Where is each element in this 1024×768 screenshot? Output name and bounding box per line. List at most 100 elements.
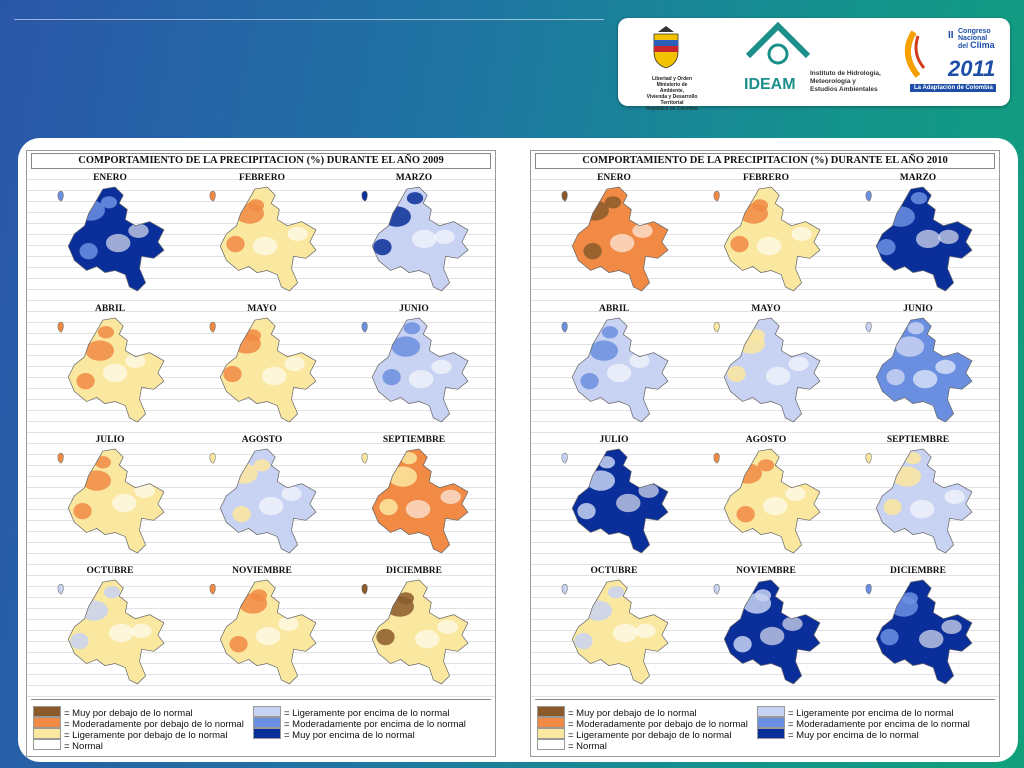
region-blob bbox=[112, 493, 137, 513]
month-map-abril: ABRIL bbox=[539, 304, 689, 432]
region-blob bbox=[754, 589, 772, 602]
legend-swatch bbox=[253, 728, 281, 739]
island-inset bbox=[57, 452, 64, 464]
region-blob bbox=[733, 636, 752, 653]
month-label: MARZO bbox=[395, 173, 433, 183]
region-blob bbox=[440, 489, 461, 505]
island-inset bbox=[865, 190, 872, 202]
legend-swatch bbox=[757, 717, 785, 728]
sheet-title: COMPORTAMIENTO DE LA PRECIPITACION (%) D… bbox=[535, 153, 995, 169]
region-blob bbox=[229, 636, 248, 653]
region-blob bbox=[223, 365, 242, 383]
legend-label: = Muy por encima de lo normal bbox=[788, 730, 919, 741]
island-inset bbox=[713, 321, 720, 333]
island-inset bbox=[561, 583, 568, 595]
region-blob bbox=[756, 236, 782, 256]
sheet-2010: COMPORTAMIENTO DE LA PRECIPITACION (%) D… bbox=[530, 150, 1000, 757]
month-map-noviembre: NOVIEMBRE bbox=[691, 566, 841, 694]
header-rule bbox=[14, 19, 604, 20]
region-blob bbox=[262, 366, 287, 386]
legend-item: = Normal bbox=[537, 739, 607, 752]
month-map-enero: ENERO bbox=[539, 173, 689, 301]
legend-label: = Ligeramente por debajo de lo normal bbox=[64, 730, 228, 741]
region-blob bbox=[79, 600, 108, 621]
month-map-enero: ENERO bbox=[35, 173, 185, 301]
colombia-map bbox=[713, 186, 821, 292]
month-map-octubre: OCTUBRE bbox=[539, 566, 689, 694]
island-inset bbox=[713, 452, 720, 464]
month-label: FEBRERO bbox=[239, 173, 285, 183]
legend-label: = Ligeramente por encima de lo normal bbox=[788, 708, 954, 719]
month-map-julio: JULIO bbox=[35, 435, 185, 563]
colombia-map bbox=[57, 579, 165, 685]
region-blob bbox=[583, 243, 602, 260]
region-blob bbox=[73, 503, 92, 520]
region-blob bbox=[232, 506, 251, 523]
region-blob bbox=[616, 493, 641, 513]
month-label: AGOSTO bbox=[745, 435, 787, 445]
region-blob bbox=[635, 623, 656, 639]
month-map-junio: JUNIO bbox=[843, 304, 993, 432]
legend-swatch bbox=[33, 717, 61, 728]
region-blob bbox=[255, 626, 281, 646]
colombia-map bbox=[865, 448, 973, 554]
month-map-febrero: FEBRERO bbox=[691, 173, 841, 301]
colombia-map bbox=[713, 317, 821, 423]
region-fill bbox=[372, 318, 468, 422]
region-blob bbox=[638, 483, 659, 498]
island-inset bbox=[865, 583, 872, 595]
legend-item: = Moderadamente por encima de lo normal bbox=[253, 717, 466, 730]
region-blob bbox=[382, 368, 401, 386]
legend-item: = Moderadamente por debajo de lo normal bbox=[537, 717, 748, 730]
colombia-map bbox=[209, 448, 317, 554]
island-inset bbox=[361, 583, 368, 595]
region-blob bbox=[604, 196, 622, 209]
month-label: ABRIL bbox=[94, 304, 126, 314]
legend-swatch bbox=[33, 728, 61, 739]
region-blob bbox=[382, 206, 411, 227]
region-blob bbox=[574, 632, 593, 650]
month-label: NOVIEMBRE bbox=[232, 566, 292, 576]
region-blob bbox=[131, 623, 152, 639]
legend-label: = Moderadamente por debajo de lo normal bbox=[568, 719, 748, 730]
content-panel: COMPORTAMIENTO DE LA PRECIPITACION (%) D… bbox=[18, 138, 1018, 762]
region-blob bbox=[373, 238, 392, 256]
legend-label: = Muy por encima de lo normal bbox=[284, 730, 415, 741]
legend-swatch bbox=[33, 706, 61, 717]
region-blob bbox=[406, 192, 424, 205]
colombia-map bbox=[361, 579, 469, 685]
legend-label: = Ligeramente por encima de lo normal bbox=[284, 708, 450, 719]
region-blob bbox=[105, 233, 131, 253]
month-label: SEPTIEMBRE bbox=[886, 435, 950, 445]
region-blob bbox=[757, 459, 775, 472]
region-blob bbox=[910, 192, 928, 205]
colombia-map bbox=[209, 579, 317, 685]
region-blob bbox=[880, 628, 899, 646]
month-map-abril: ABRIL bbox=[35, 304, 185, 432]
region-blob bbox=[733, 463, 762, 484]
region-blob bbox=[281, 486, 302, 501]
region-blob bbox=[397, 592, 414, 605]
region-blob bbox=[762, 496, 788, 516]
region-blob bbox=[284, 356, 305, 371]
region-blob bbox=[434, 229, 455, 245]
month-label: NOVIEMBRE bbox=[736, 566, 796, 576]
colombia-map bbox=[361, 317, 469, 423]
legend: = Muy por debajo de lo normal = Moderadam… bbox=[535, 699, 995, 752]
month-map-marzo: MARZO bbox=[843, 173, 993, 301]
region-blob bbox=[629, 353, 650, 368]
island-inset bbox=[209, 583, 216, 595]
region-fill bbox=[876, 318, 972, 422]
legend-item: = Muy por encima de lo normal bbox=[757, 728, 919, 741]
island-inset bbox=[361, 190, 368, 202]
region-blob bbox=[751, 199, 769, 212]
region-blob bbox=[606, 363, 632, 383]
legend-label: = Moderadamente por debajo de lo normal bbox=[64, 719, 244, 730]
region-blob bbox=[437, 619, 458, 634]
legend-label: = Moderadamente por encima de lo normal bbox=[284, 719, 466, 730]
region-blob bbox=[403, 322, 421, 335]
legend-swatch bbox=[537, 706, 565, 717]
month-label: JUNIO bbox=[903, 304, 933, 314]
region-blob bbox=[411, 229, 437, 249]
month-label: DICIEMBRE bbox=[386, 566, 442, 576]
